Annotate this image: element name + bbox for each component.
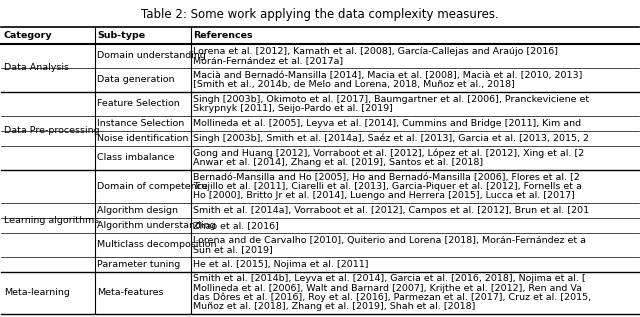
Text: Multiclass decomposition: Multiclass decomposition [97, 240, 217, 249]
Text: References: References [193, 31, 253, 40]
Text: Category: Category [4, 31, 52, 40]
Text: Algorithm design: Algorithm design [97, 206, 179, 215]
Text: Trujillo et al. [2011], Ciarelli et al. [2013], Garcia-Piquer et al. [2012], For: Trujillo et al. [2011], Ciarelli et al. … [193, 182, 582, 191]
Text: Parameter tuning: Parameter tuning [97, 260, 180, 268]
Text: Muñoz et al. [2018], Zhang et al. [2019], Shah et al. [2018]: Muñoz et al. [2018], Zhang et al. [2019]… [193, 302, 476, 311]
Text: Lorena et al. [2012], Kamath et al. [2008], García-Callejas and Araújo [2016]: Lorena et al. [2012], Kamath et al. [200… [193, 47, 558, 56]
Text: Domain understanding: Domain understanding [97, 51, 206, 60]
Text: Data Analysis: Data Analysis [4, 63, 69, 72]
Text: Class imbalance: Class imbalance [97, 153, 175, 162]
Text: [Smith et al., 2014b, de Melo and Lorena, 2018, Muñoz et al., 2018]: [Smith et al., 2014b, de Melo and Lorena… [193, 80, 515, 89]
Text: Domain of competence: Domain of competence [97, 182, 208, 191]
Text: Noise identification: Noise identification [97, 134, 189, 143]
Text: Skrypnyk [2011], Seijo-Pardo et al. [2019]: Skrypnyk [2011], Seijo-Pardo et al. [201… [193, 104, 393, 113]
Text: Bernadó-Mansilla and Ho [2005], Ho and Bernadó-Mansilla [2006], Flores et al. [2: Bernadó-Mansilla and Ho [2005], Ho and B… [193, 173, 580, 182]
Text: Data generation: Data generation [97, 75, 175, 84]
Text: Data Pre-processing: Data Pre-processing [4, 126, 99, 135]
Text: Lorena and de Carvalho [2010], Quiterio and Lorena [2018], Morán-Fernández et a: Lorena and de Carvalho [2010], Quiterio … [193, 236, 586, 245]
Text: Mollineda et al. [2005], Leyva et al. [2014], Cummins and Bridge [2011], Kim and: Mollineda et al. [2005], Leyva et al. [2… [193, 119, 581, 128]
Text: Zhao et al. [2016]: Zhao et al. [2016] [193, 221, 279, 230]
Text: Smith et al. [2014a], Vorraboot et al. [2012], Campos et al. [2012], Brun et al.: Smith et al. [2014a], Vorraboot et al. [… [193, 206, 589, 215]
Text: He et al. [2015], Nojima et al. [2011]: He et al. [2015], Nojima et al. [2011] [193, 260, 369, 268]
Text: Table 2: Some work applying the data complexity measures.: Table 2: Some work applying the data com… [141, 8, 499, 21]
Text: Morán-Fernández et al. [2017a]: Morán-Fernández et al. [2017a] [193, 56, 344, 65]
Text: Gong and Huang [2012], Vorraboot et al. [2012], López et al. [2012], Xing et al.: Gong and Huang [2012], Vorraboot et al. … [193, 148, 584, 158]
Text: Singh [2003b], Smith et al. [2014a], Saéz et al. [2013], Garcia et al. [2013, 20: Singh [2003b], Smith et al. [2014a], Saé… [193, 133, 589, 143]
Text: Sub-type: Sub-type [97, 31, 145, 40]
Text: Meta-features: Meta-features [97, 288, 164, 297]
Text: Meta-learning: Meta-learning [4, 288, 70, 297]
Text: Anwar et al. [2014], Zhang et al. [2019], Santos et al. [2018]: Anwar et al. [2014], Zhang et al. [2019]… [193, 158, 483, 167]
Text: das Dôres et al. [2016], Roy et al. [2016], Parmezan et al. [2017], Cruz et al. : das Dôres et al. [2016], Roy et al. [201… [193, 293, 591, 302]
Text: Macià and Bernadó-Mansilla [2014], Macia et al. [2008], Macià et al. [2010, 2013: Macià and Bernadó-Mansilla [2014], Macia… [193, 71, 582, 80]
Text: Learning algorithms: Learning algorithms [4, 216, 99, 225]
Text: Feature Selection: Feature Selection [97, 99, 180, 108]
Text: Smith et al. [2014b], Leyva et al. [2014], Garcia et al. [2016, 2018], Nojima et: Smith et al. [2014b], Leyva et al. [2014… [193, 275, 586, 283]
Text: Sun et al. [2019]: Sun et al. [2019] [193, 245, 273, 254]
Text: Ho [2000], Britto Jr et al. [2014], Luengo and Herrera [2015], Lucca et al. [201: Ho [2000], Britto Jr et al. [2014], Luen… [193, 191, 575, 200]
Text: Algorithm understanding: Algorithm understanding [97, 221, 216, 230]
Text: Instance Selection: Instance Selection [97, 119, 184, 128]
Text: Mollineda et al. [2006], Walt and Barnard [2007], Krijthe et al. [2012], Ren and: Mollineda et al. [2006], Walt and Barnar… [193, 284, 582, 293]
Text: Singh [2003b], Okimoto et al. [2017], Baumgartner et al. [2006], Pranckeviciene : Singh [2003b], Okimoto et al. [2017], Ba… [193, 95, 589, 104]
